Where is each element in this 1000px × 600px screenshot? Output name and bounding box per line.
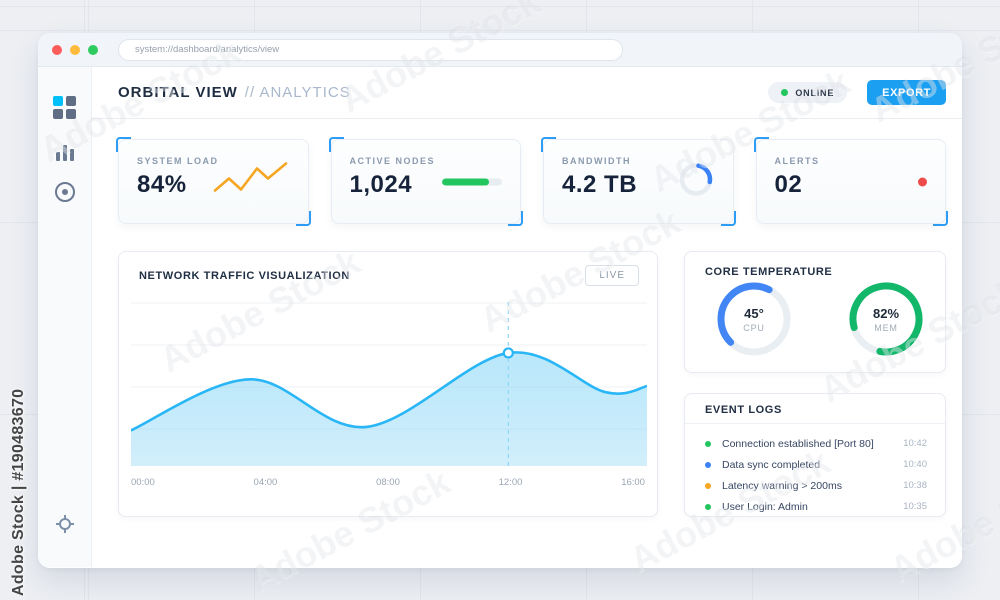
log-row: Connection established [Port 80] 10:42 (705, 433, 927, 454)
dashboard-grid-icon[interactable] (52, 96, 77, 120)
cpu-label: CPU (743, 322, 765, 333)
page-subtitle: // ANALYTICS (244, 84, 351, 101)
close-window-button[interactable] (52, 44, 62, 55)
log-text: Data sync completed (722, 458, 821, 471)
traffic-area-chart (129, 296, 649, 471)
cpu-value: 45° (744, 305, 764, 321)
sparkline-icon (212, 158, 290, 205)
main-content: ORBITAL VIEW // ANALYTICS ONLINE EXPORT … (92, 67, 962, 567)
event-logs-panel: EVENT LOGS Connection established [Port … (684, 393, 946, 517)
address-bar-input[interactable] (118, 38, 623, 61)
minimize-window-button[interactable] (70, 44, 80, 55)
x-tick: 12:00 (498, 477, 523, 488)
stat-cards-row: SYSTEM LOAD 84% ACTIVE NODES 1,024 (116, 137, 948, 226)
browser-topbar (38, 33, 962, 67)
log-time: 10:35 (903, 501, 927, 512)
stat-label: ALERTS (774, 156, 820, 166)
maximize-window-button[interactable] (88, 44, 98, 55)
event-logs-title: EVENT LOGS (705, 404, 782, 416)
alert-dot-icon (918, 177, 927, 186)
log-status-dot (705, 482, 711, 489)
x-axis-labels: 00:00 04:00 08:00 12:00 16:00 (131, 477, 645, 488)
network-traffic-panel: NETWORK TRAFFIC VISUALIZATION LIVE (118, 251, 658, 517)
log-text: Latency warning > 200ms (722, 479, 842, 492)
gauge-arc-0 (717, 282, 791, 356)
stat-value: 84% (137, 171, 187, 198)
bar-chart-icon[interactable] (54, 141, 76, 161)
online-status-badge: ONLINE (768, 82, 848, 103)
log-row: Latency warning > 200ms 10:38 (705, 475, 927, 496)
stat-value: 4.2 TB (562, 171, 638, 198)
page-header: ORBITAL VIEW // ANALYTICS ONLINE EXPORT (92, 67, 962, 119)
stat-card-alerts: ALERTS 02 (753, 137, 948, 226)
stat-card-active-nodes: ACTIVE NODES 1,024 (328, 137, 523, 226)
online-status-label: ONLINE (795, 87, 835, 98)
gauge-cpu: 45° CPU (716, 281, 792, 357)
core-temperature-panel: CORE TEMPERATURE 45° CPU (684, 251, 946, 373)
log-row: User Login: Admin 10:35 (705, 496, 927, 517)
chart-marker-point (502, 347, 514, 359)
stat-label: SYSTEM LOAD (137, 156, 219, 166)
chart-line (129, 351, 649, 432)
sidebar-nav (38, 67, 92, 567)
stat-value: 1,024 (349, 171, 413, 198)
stat-label: BANDWIDTH (562, 156, 631, 166)
stat-value: 02 (774, 171, 803, 198)
log-status-dot (705, 440, 711, 447)
x-tick: 16:00 (621, 477, 645, 488)
log-status-dot (705, 461, 711, 468)
export-button[interactable]: EXPORT (867, 80, 946, 105)
stat-card-system-load: SYSTEM LOAD 84% (116, 137, 310, 226)
x-tick: 00:00 (131, 477, 155, 488)
log-time: 10:42 (903, 438, 927, 449)
browser-window: ORBITAL VIEW // ANALYTICS ONLINE EXPORT … (38, 33, 962, 568)
core-temperature-title: CORE TEMPERATURE (705, 266, 833, 278)
progress-fill (442, 178, 489, 185)
log-time: 10:40 (903, 459, 927, 470)
gauge-arc-1 (849, 282, 923, 356)
gauge-mem: 82% MEM (848, 281, 924, 357)
mem-label: MEM (874, 322, 898, 333)
page-title: ORBITAL VIEW (118, 84, 238, 101)
log-text: User Login: Admin (722, 500, 808, 513)
log-time: 10:38 (903, 480, 927, 491)
window-controls (52, 44, 98, 55)
chart-title: NETWORK TRAFFIC VISUALIZATION (139, 269, 350, 282)
locate-crosshair-icon[interactable] (55, 514, 75, 534)
progress-bar (442, 178, 502, 185)
x-tick: 08:00 (376, 477, 400, 488)
adobe-stock-id-watermark: Adobe Stock | #190483670 (10, 388, 27, 596)
stat-label: ACTIVE NODES (349, 156, 436, 166)
online-status-dot (781, 89, 789, 96)
live-badge[interactable]: LIVE (585, 265, 639, 286)
log-status-dot (705, 503, 711, 510)
stat-card-bandwidth: BANDWIDTH 4.2 TB (541, 137, 735, 226)
spinner-icon (677, 160, 715, 203)
mem-value: 82% (872, 305, 900, 321)
record-icon[interactable] (54, 182, 75, 202)
x-tick: 04:00 (253, 477, 278, 488)
log-text: Connection established [Port 80] (722, 437, 874, 450)
log-row: Data sync completed 10:40 (705, 454, 927, 475)
